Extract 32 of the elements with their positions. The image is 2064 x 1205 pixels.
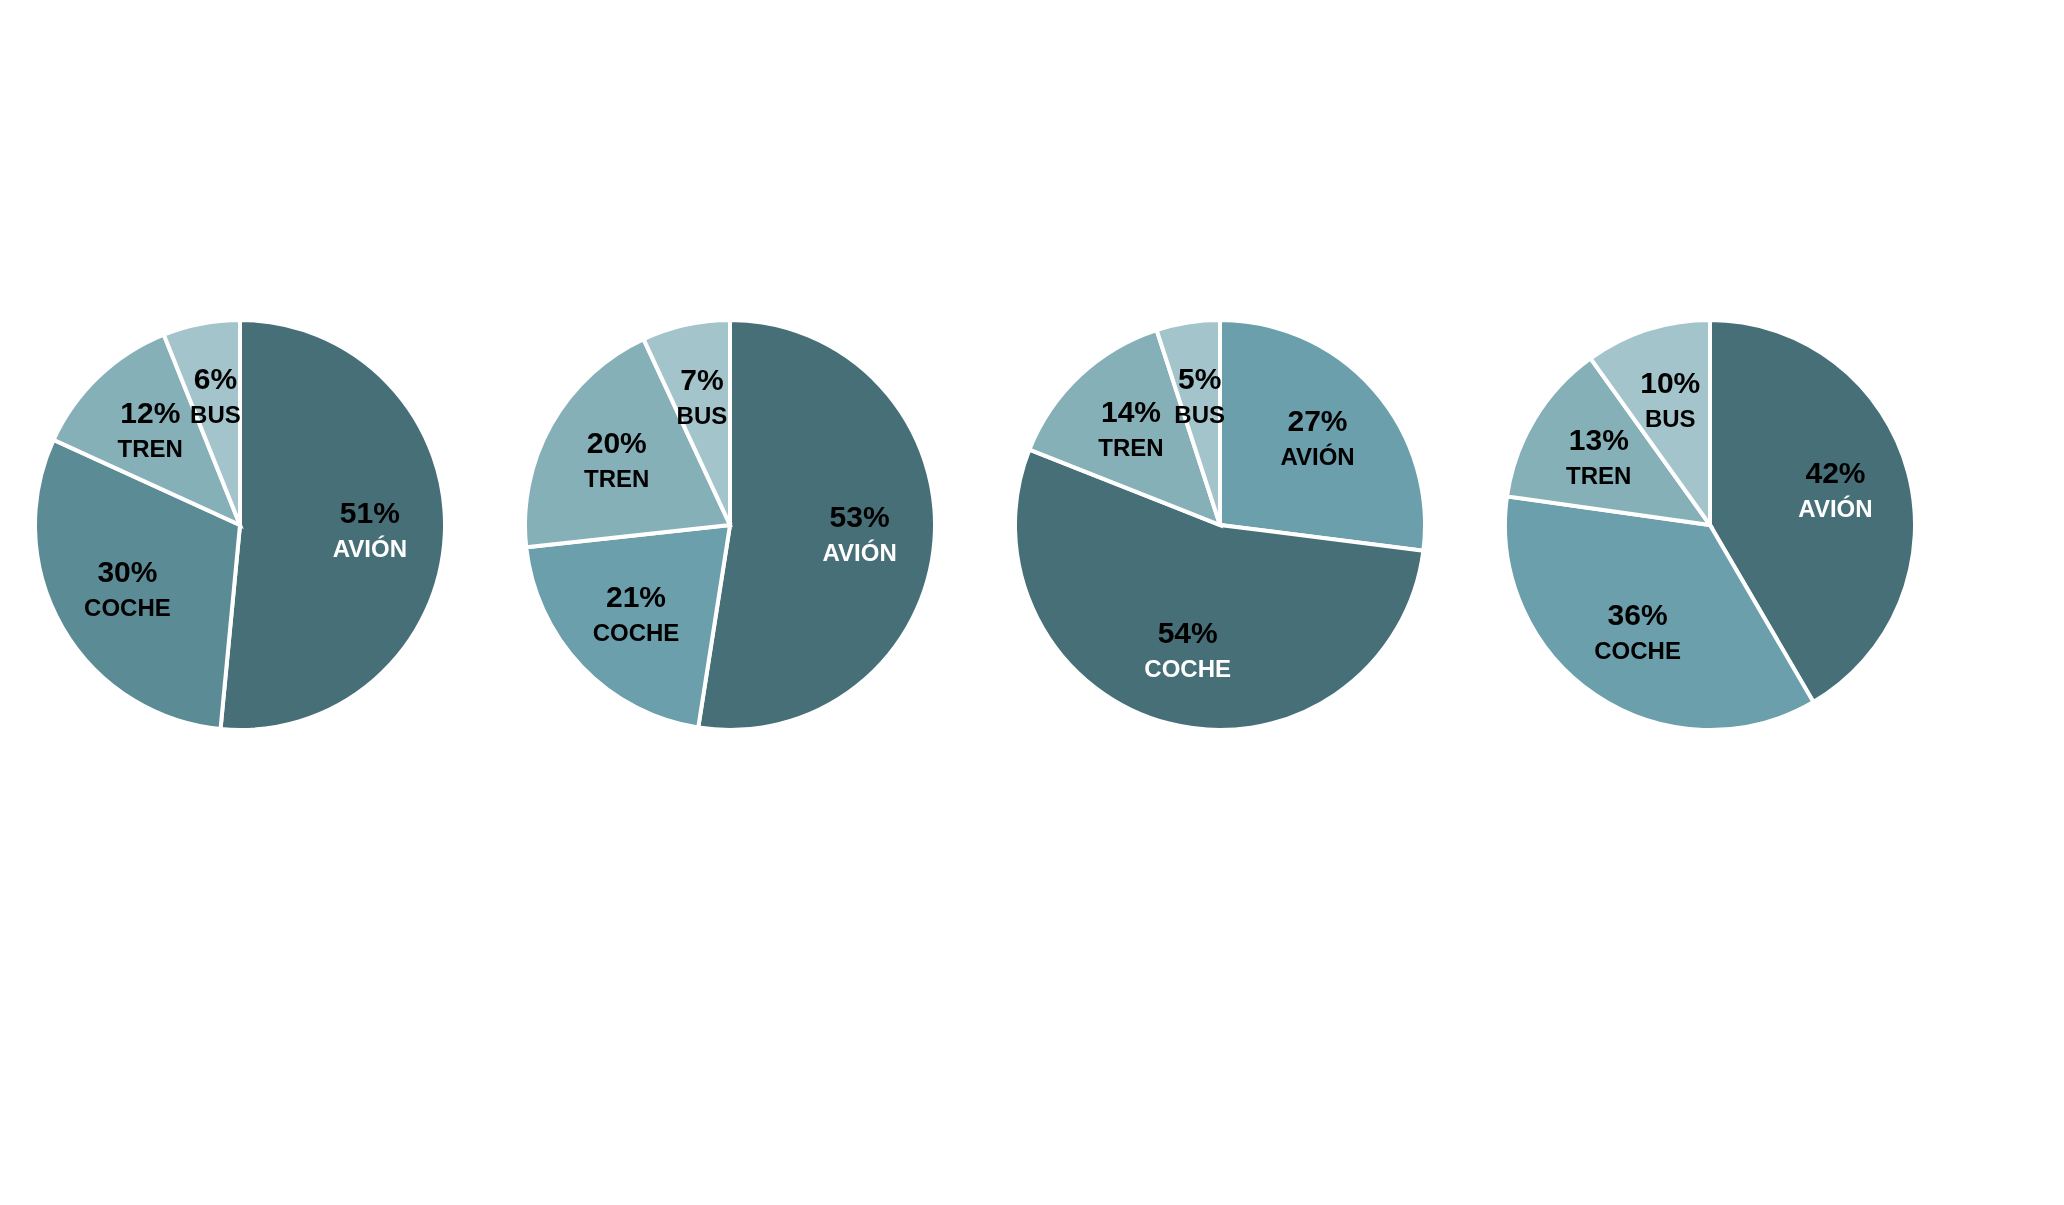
- slice-label: TREN: [584, 465, 650, 493]
- slice-label: BUS: [676, 402, 728, 430]
- slice-label: COCHE: [592, 618, 680, 646]
- slice-label: BUS: [1644, 405, 1696, 433]
- data-label: 36%: [1607, 597, 1668, 631]
- data-label: 14%: [1100, 395, 1162, 429]
- slice-label: COCHE: [1144, 654, 1232, 682]
- slice-label: AVIÓN: [332, 535, 407, 563]
- slice-label: TREN: [1098, 434, 1164, 462]
- data-label: 21%: [605, 579, 666, 613]
- slice-label: AVIÓN: [1798, 495, 1873, 523]
- data-label: 10%: [1640, 366, 1701, 400]
- data-label: 6%: [193, 362, 238, 396]
- data-label: 5%: [1177, 361, 1222, 395]
- data-label: 53%: [829, 500, 890, 534]
- slice-label: AVIÓN: [1280, 443, 1355, 471]
- slice-label: AVIÓN: [822, 539, 897, 567]
- data-label: 20%: [586, 426, 647, 460]
- data-label: 51%: [339, 496, 400, 530]
- data-label: 7%: [680, 363, 724, 397]
- slice-label: TREN: [117, 434, 183, 462]
- data-label: 54%: [1157, 615, 1218, 649]
- slice-label: BUS: [1174, 400, 1225, 428]
- slice-label: COCHE: [84, 594, 171, 621]
- slice-label: COCHE: [1594, 636, 1681, 664]
- slice-label: TREN: [1566, 461, 1632, 489]
- data-label: 27%: [1287, 404, 1348, 438]
- data-label: 30%: [97, 555, 158, 588]
- data-label: 42%: [1805, 456, 1866, 490]
- data-label: 13%: [1568, 422, 1629, 456]
- slice-label: BUS: [190, 401, 241, 429]
- data-label: 12%: [120, 395, 181, 429]
